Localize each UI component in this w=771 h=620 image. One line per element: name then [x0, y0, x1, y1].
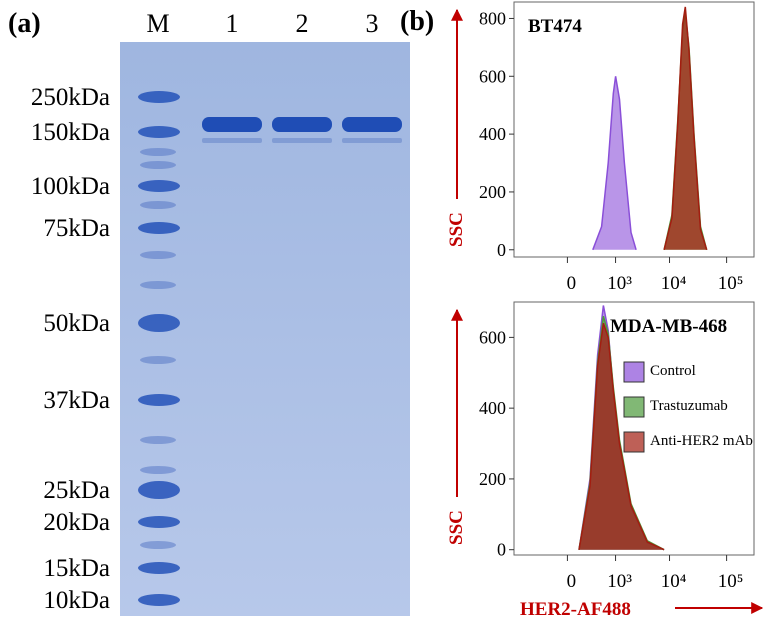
marker-label: 75kDa [43, 215, 110, 242]
faint-band [140, 466, 176, 474]
x-tick-label: 10³ [607, 571, 632, 592]
y-tick-label: 600 [479, 66, 506, 86]
faint-band [140, 356, 176, 364]
x-tick-label: 10⁵ [718, 571, 744, 592]
lane-label: 1 [226, 9, 239, 38]
y-tick-label: 800 [479, 8, 506, 28]
legend-label: Control [650, 363, 696, 379]
marker-band [138, 562, 180, 574]
gel-bands [138, 91, 402, 606]
marker-label: 10kDa [43, 587, 110, 614]
chart-title: MDA-MB-468 [610, 316, 727, 337]
histogram [663, 6, 708, 251]
y-tick-label: 200 [479, 469, 506, 489]
legend-label: Trastuzumab [650, 398, 728, 414]
y-tick-label: 0 [497, 240, 506, 260]
panel-label: (b) [400, 6, 434, 37]
marker-label: 15kDa [43, 555, 110, 582]
marker-label: 100kDa [31, 173, 110, 200]
y-tick-label: 400 [479, 398, 506, 418]
marker-label: 25kDa [43, 477, 110, 504]
legend-label: Anti-HER2 mAb [650, 433, 753, 449]
marker-band [138, 180, 180, 192]
faint-band [140, 281, 176, 289]
y-tick-label: 200 [479, 182, 506, 202]
marker-band [138, 516, 180, 528]
faint-band [140, 541, 176, 549]
marker-label: 250kDa [31, 84, 110, 111]
y-axis-label: SSC [446, 510, 467, 545]
x-tick-label: 10⁴ [661, 571, 687, 592]
sample-band [202, 117, 262, 132]
faint-band [140, 251, 176, 259]
lane-label: 3 [366, 9, 379, 38]
faint-band [140, 201, 176, 209]
marker-label: 37kDa [43, 387, 110, 414]
faint-band [342, 138, 402, 143]
marker-band [138, 126, 180, 138]
x-tick-label: 10⁵ [718, 273, 744, 294]
marker-label: 150kDa [31, 119, 110, 146]
marker-band [138, 394, 180, 406]
marker-band [138, 222, 180, 234]
legend-swatch [623, 361, 645, 383]
panel-label: (a) [8, 8, 41, 39]
marker-label: 50kDa [43, 310, 110, 337]
faint-band [140, 436, 176, 444]
faint-band [140, 148, 176, 156]
marker-label: 20kDa [43, 509, 110, 536]
histogram [578, 322, 665, 551]
sample-band [272, 117, 332, 132]
x-axis-label: HER2-AF488 [520, 599, 631, 620]
y-tick-label: 0 [497, 540, 506, 560]
chart-title: BT474 [528, 16, 582, 37]
legend-swatch [623, 431, 645, 453]
faint-band [202, 138, 262, 143]
plot-frame [513, 1, 755, 258]
y-axis-label: SSC [446, 212, 467, 247]
marker-band [138, 481, 180, 499]
x-tick-label: 0 [567, 571, 577, 592]
marker-band [138, 91, 180, 103]
sample-band [342, 117, 402, 132]
x-tick-label: 10³ [607, 273, 632, 294]
x-tick-label: 10⁴ [661, 273, 687, 294]
plot-frame [513, 301, 755, 556]
y-tick-label: 400 [479, 124, 506, 144]
legend-swatch [623, 396, 645, 418]
y-tick-label: 600 [479, 327, 506, 347]
faint-band [272, 138, 332, 143]
faint-band [140, 161, 176, 169]
marker-band [138, 314, 180, 332]
lane-label: 2 [296, 9, 309, 38]
marker-band [138, 594, 180, 606]
lane-label: M [146, 9, 169, 38]
histogram [592, 76, 637, 251]
x-tick-label: 0 [567, 273, 577, 294]
